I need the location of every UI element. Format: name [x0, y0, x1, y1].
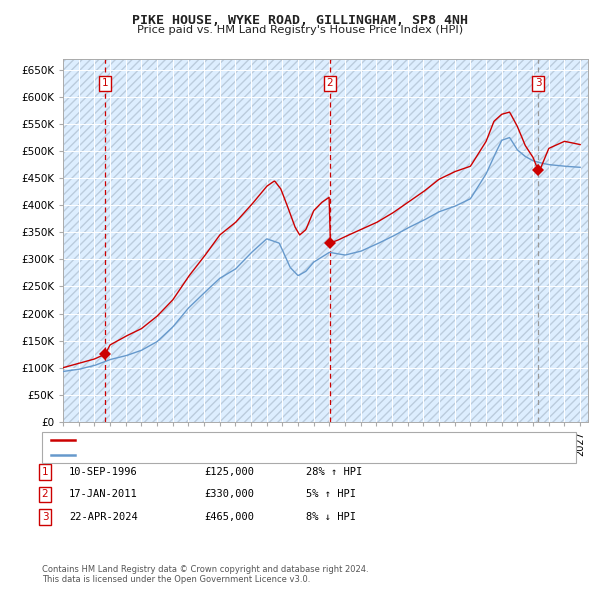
Text: 17-JAN-2011: 17-JAN-2011	[69, 490, 138, 499]
Text: HPI: Average price, detached house, Dorset: HPI: Average price, detached house, Dors…	[81, 450, 299, 460]
Text: Price paid vs. HM Land Registry's House Price Index (HPI): Price paid vs. HM Land Registry's House …	[137, 25, 463, 35]
Text: 10-SEP-1996: 10-SEP-1996	[69, 467, 138, 477]
Text: 1: 1	[41, 467, 49, 477]
Text: 8% ↓ HPI: 8% ↓ HPI	[306, 512, 356, 522]
Text: PIKE HOUSE, WYKE ROAD, GILLINGHAM, SP8 4NH (detached house): PIKE HOUSE, WYKE ROAD, GILLINGHAM, SP8 4…	[81, 435, 417, 445]
Text: £330,000: £330,000	[204, 490, 254, 499]
Text: £465,000: £465,000	[204, 512, 254, 522]
Text: PIKE HOUSE, WYKE ROAD, GILLINGHAM, SP8 4NH: PIKE HOUSE, WYKE ROAD, GILLINGHAM, SP8 4…	[132, 14, 468, 27]
Text: 3: 3	[535, 78, 541, 88]
Text: 1: 1	[102, 78, 109, 88]
Text: £125,000: £125,000	[204, 467, 254, 477]
Text: 2: 2	[327, 78, 334, 88]
Text: 3: 3	[41, 512, 49, 522]
Text: Contains HM Land Registry data © Crown copyright and database right 2024.
This d: Contains HM Land Registry data © Crown c…	[42, 565, 368, 584]
Text: 28% ↑ HPI: 28% ↑ HPI	[306, 467, 362, 477]
Text: 5% ↑ HPI: 5% ↑ HPI	[306, 490, 356, 499]
Text: 22-APR-2024: 22-APR-2024	[69, 512, 138, 522]
Text: 2: 2	[41, 490, 49, 499]
